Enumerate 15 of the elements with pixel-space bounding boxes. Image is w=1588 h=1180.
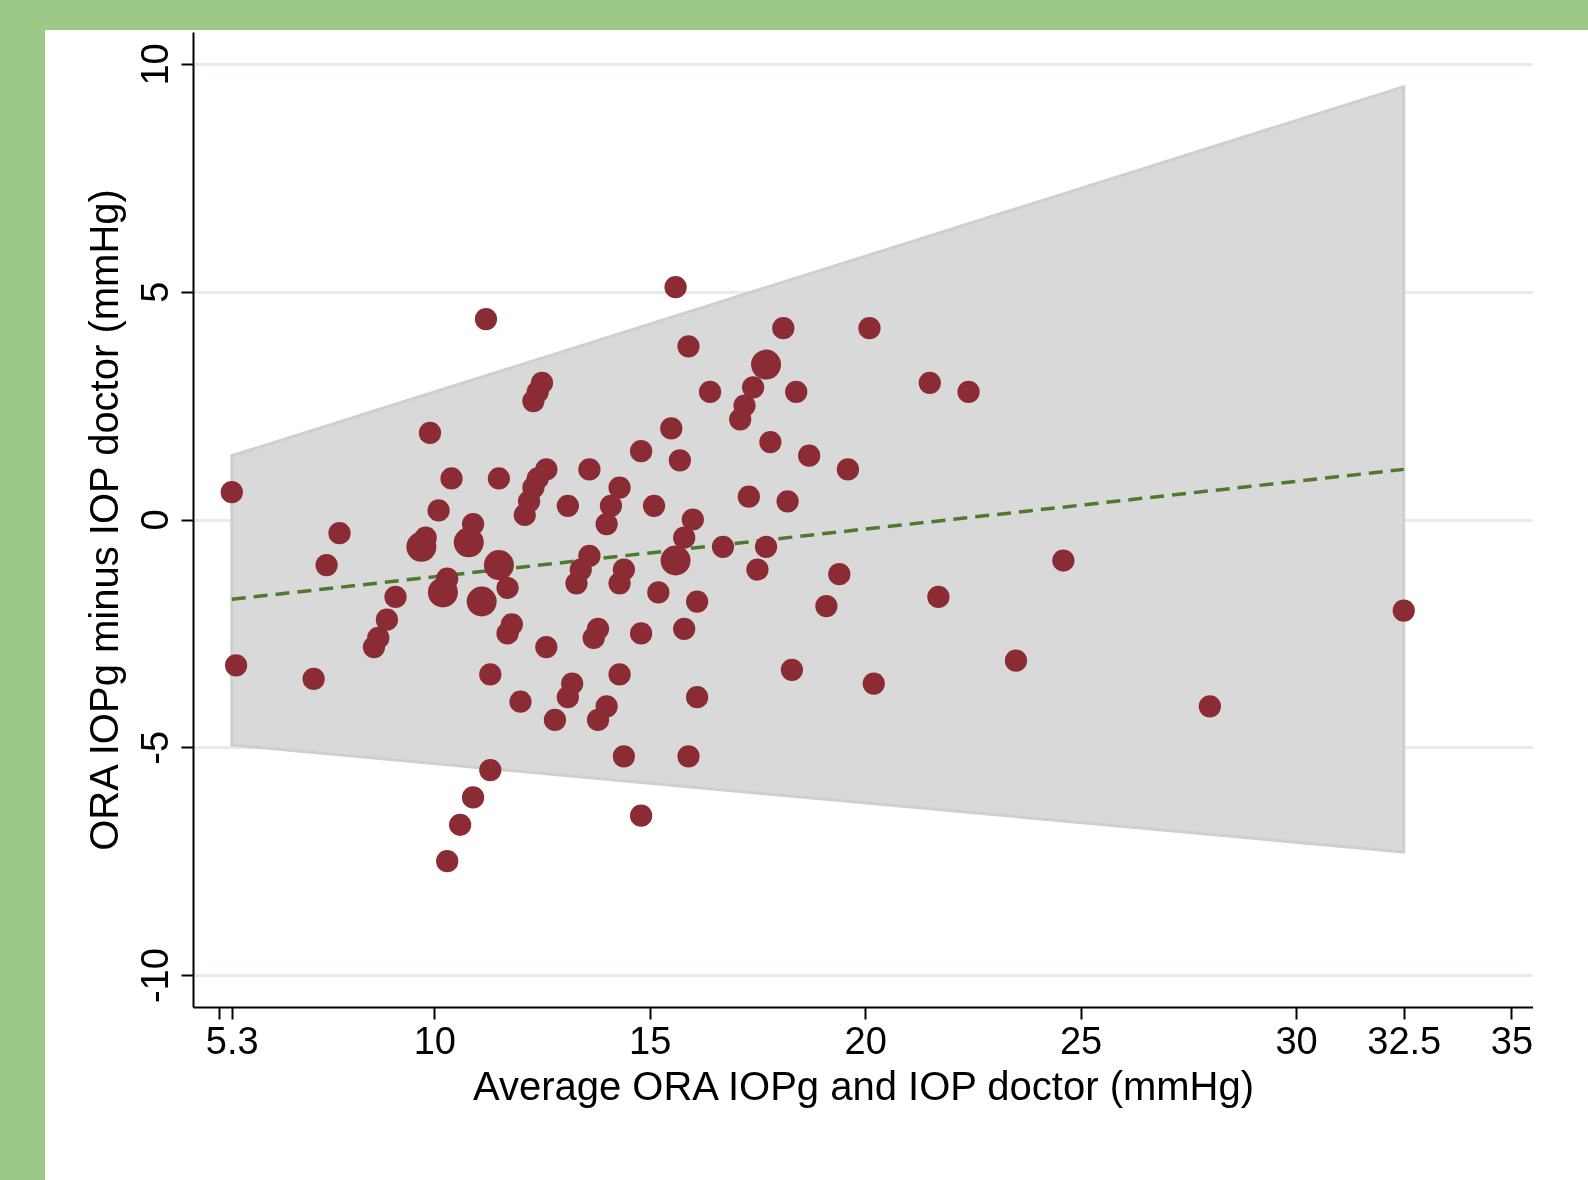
- x-tick-label: 10: [413, 1019, 456, 1062]
- x-tick-label: 15: [629, 1019, 672, 1062]
- y-tick-label: -5: [133, 730, 176, 765]
- y-tick-label: -10: [133, 948, 176, 1004]
- y-tick-label: 10: [133, 43, 176, 86]
- x-tick-label: 25: [1059, 1019, 1103, 1062]
- x-tick-label: 5.3: [205, 1019, 259, 1062]
- x-axis-title: Average ORA IOPg and IOP doctor (mmHg): [472, 1063, 1255, 1108]
- x-tick-label: 35: [1490, 1019, 1534, 1062]
- y-axis-title: ORA IOPg minus IOP doctor (mmHg): [81, 189, 126, 851]
- y-tick-label: 5: [133, 281, 176, 303]
- x-tick-label: 32.5: [1367, 1019, 1442, 1062]
- y-tick-label: 0: [133, 509, 176, 531]
- x-tick-label: 20: [844, 1019, 887, 1062]
- x-tick-label: 30: [1275, 1019, 1318, 1062]
